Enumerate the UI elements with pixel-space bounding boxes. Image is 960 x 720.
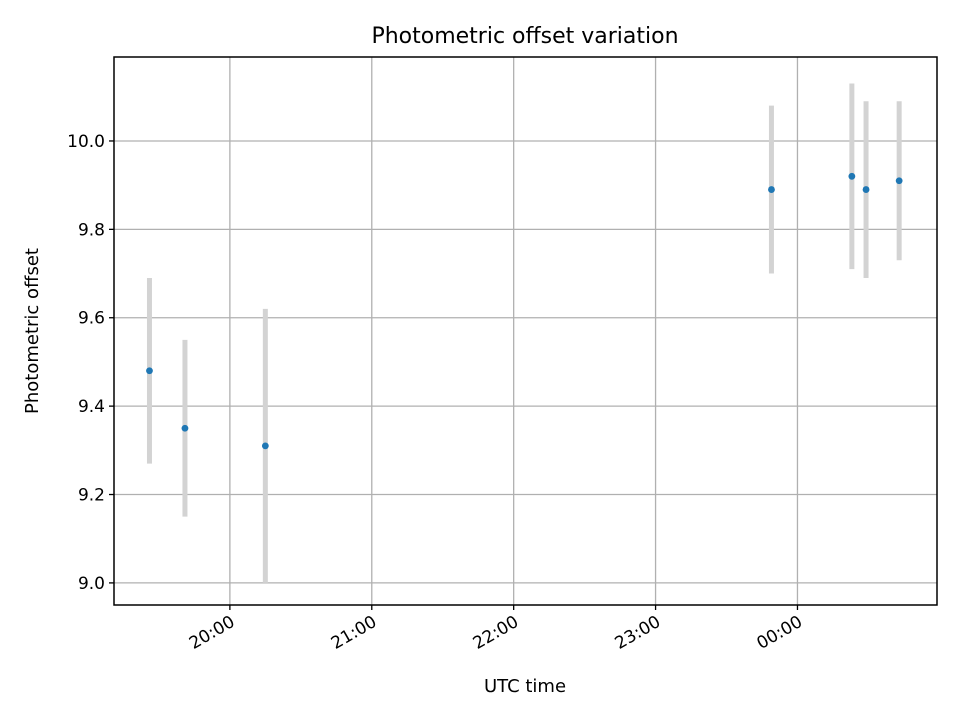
y-tick-label: 9.6 (78, 309, 105, 329)
data-point (848, 172, 856, 180)
plot-frame (113, 56, 938, 606)
data-points (146, 172, 903, 450)
chart-title: Photometric offset variation (371, 24, 678, 49)
data-point (768, 186, 775, 193)
data-point (181, 424, 189, 432)
data-point (862, 186, 870, 193)
grid (114, 57, 937, 605)
data-point (895, 177, 903, 185)
y-tick-label: 10.0 (67, 132, 105, 152)
y-tick-label: 9.8 (78, 220, 105, 240)
data-point (261, 442, 269, 450)
y-tick-label: 9.0 (78, 574, 105, 594)
y-tick-label: 9.4 (78, 397, 105, 417)
x-axis-label: UTC time (484, 676, 566, 697)
y-tick-label: 9.2 (78, 486, 105, 506)
y-axis-label: Photometric offset (22, 248, 43, 414)
data-point (146, 367, 153, 375)
